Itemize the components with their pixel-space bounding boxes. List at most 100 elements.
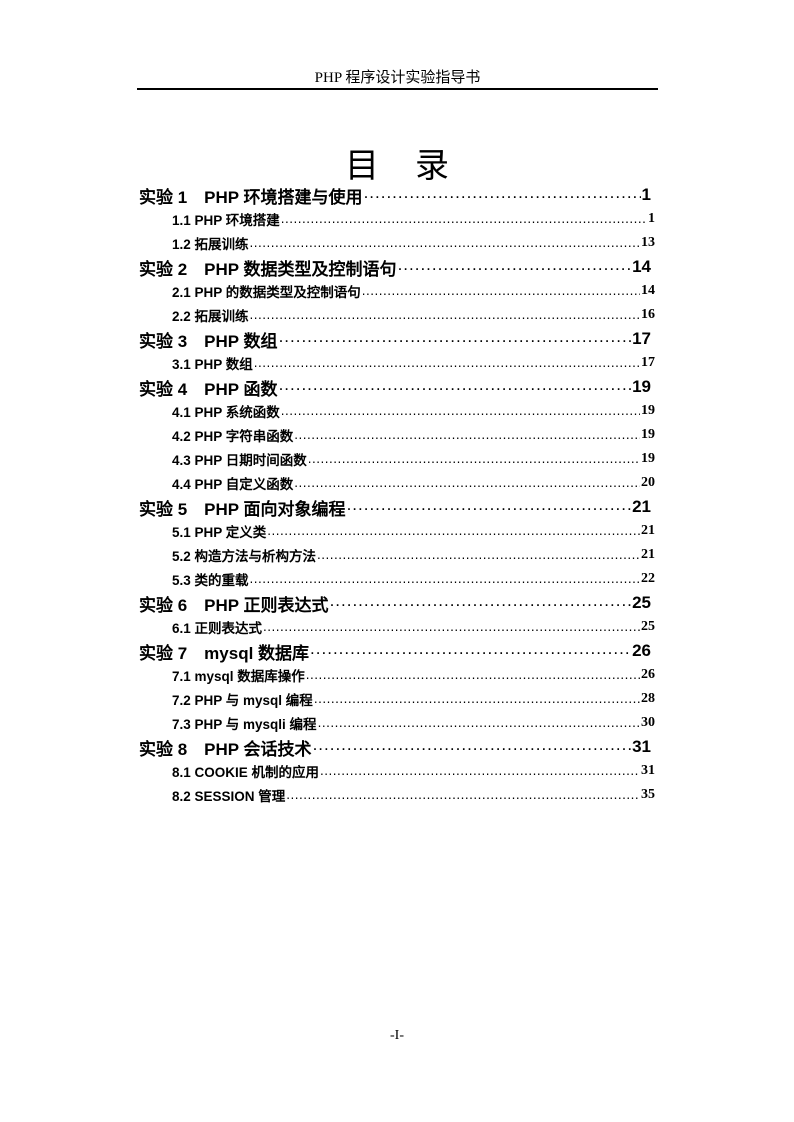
toc-entry-label: 4.3 PHP 日期时间函数 — [172, 453, 307, 468]
dot-leader — [308, 447, 640, 471]
toc-entry-label: 8.1 COOKIE 机制的应用 — [172, 765, 320, 780]
toc-entry-label: 2.1 PHP 的数据类型及控制语句 — [172, 285, 361, 300]
dot-leader — [314, 687, 640, 711]
toc-section-entry[interactable]: 2.1 PHP 的数据类型及控制语句 14 — [172, 279, 655, 303]
header-rule — [137, 88, 658, 90]
dot-leader — [281, 207, 647, 231]
page-title: 目录 — [0, 138, 794, 187]
toc-entry-label: 4.2 PHP 字符串函数 — [172, 429, 294, 444]
dot-leader — [250, 303, 640, 327]
toc-entry-label: 5.2 构造方法与析构方法 — [172, 549, 317, 564]
dot-leader — [347, 495, 632, 519]
toc-section-entry[interactable]: 1.1 PHP 环境搭建 1 — [172, 207, 655, 231]
toc-page-number: 26 — [632, 641, 651, 660]
dot-leader — [294, 423, 640, 447]
toc-section-entry[interactable]: 1.2 拓展训练 13 — [172, 231, 655, 255]
page-number-footer: -I- — [390, 1028, 404, 1043]
dot-leader — [281, 399, 640, 423]
toc-section-entry[interactable]: 2.2 拓展训练 16 — [172, 303, 655, 327]
toc-page-number: 19 — [641, 427, 655, 442]
toc-page-number: 30 — [641, 715, 655, 730]
toc-section-entry[interactable]: 4.2 PHP 字符串函数 19 — [172, 423, 655, 447]
toc-page-number: 21 — [632, 497, 651, 516]
toc-page-number: 19 — [632, 377, 651, 396]
toc-section-entry[interactable]: 4.1 PHP 系统函数 19 — [172, 399, 655, 423]
toc-chapter-entry[interactable]: 实验 4 PHP 函数 19 — [139, 375, 651, 399]
toc-page-number: 25 — [641, 619, 655, 634]
dot-leader — [286, 783, 640, 807]
toc-section-entry[interactable]: 7.1 mysql 数据库操作 26 — [172, 663, 655, 687]
toc-page-number: 21 — [641, 523, 655, 538]
toc-entry-label: 7.2 PHP 与 mysql 编程 — [172, 693, 313, 708]
toc-page-number: 22 — [641, 571, 655, 586]
dot-leader — [254, 351, 640, 375]
toc-entry-label: 1.2 拓展训练 — [172, 237, 249, 252]
running-header: PHP 程序设计实验指导书 — [314, 70, 481, 86]
toc-page-number: 28 — [641, 691, 655, 706]
toc-section-entry[interactable]: 6.1 正则表达式 25 — [172, 615, 655, 639]
toc-section-entry[interactable]: 4.4 PHP 自定义函数 20 — [172, 471, 655, 495]
dot-leader — [294, 471, 640, 495]
toc-page-number: 17 — [641, 355, 655, 370]
toc-entry-label: 实验 8 PHP 会话技术 — [139, 739, 312, 759]
toc-section-entry[interactable]: 4.3 PHP 日期时间函数 19 — [172, 447, 655, 471]
toc-section-entry[interactable]: 8.2 SESSION 管理 35 — [172, 783, 655, 807]
dot-leader — [398, 255, 632, 279]
toc-chapter-entry[interactable]: 实验 7 mysql 数据库 26 — [139, 639, 651, 663]
toc-section-entry[interactable]: 5.2 构造方法与析构方法 21 — [172, 543, 655, 567]
toc-chapter-entry[interactable]: 实验 3 PHP 数组 17 — [139, 327, 651, 351]
dot-leader — [317, 543, 640, 567]
toc-chapter-entry[interactable]: 实验 6 PHP 正则表达式 25 — [139, 591, 651, 615]
toc-chapter-entry[interactable]: 实验 1 PHP 环境搭建与使用 1 — [139, 183, 651, 207]
toc-page-number: 1 — [641, 185, 651, 204]
toc-page-number: 14 — [632, 257, 651, 276]
dot-leader — [330, 591, 632, 615]
dot-leader — [267, 519, 640, 543]
toc-section-entry[interactable]: 3.1 PHP 数组 17 — [172, 351, 655, 375]
toc-entry-label: 2.2 拓展训练 — [172, 309, 249, 324]
toc-chapter-entry[interactable]: 实验 8 PHP 会话技术 31 — [139, 735, 651, 759]
toc-entry-label: 实验 7 mysql 数据库 — [139, 643, 310, 663]
toc-entry-label: 实验 2 PHP 数据类型及控制语句 — [139, 259, 397, 279]
toc-entry-label: 1.1 PHP 环境搭建 — [172, 213, 280, 228]
dot-leader — [310, 639, 631, 663]
toc-entry-label: 3.1 PHP 数组 — [172, 357, 253, 372]
toc-page-number: 31 — [632, 737, 651, 756]
toc-page-number: 20 — [641, 475, 655, 490]
dot-leader — [313, 735, 632, 759]
toc-section-entry[interactable]: 7.2 PHP 与 mysql 编程 28 — [172, 687, 655, 711]
toc-entry-label: 5.1 PHP 定义类 — [172, 525, 267, 540]
title-char-2: 录 — [415, 146, 449, 186]
toc-entry-label: 实验 3 PHP 数组 — [139, 331, 278, 351]
toc-page-number: 21 — [641, 547, 655, 562]
dot-leader — [250, 567, 640, 591]
dot-leader — [279, 327, 632, 351]
dot-leader — [318, 711, 640, 735]
toc-entry-label: 7.1 mysql 数据库操作 — [172, 669, 305, 684]
title-char-1: 目 — [345, 146, 379, 186]
toc-page-number: 35 — [641, 787, 655, 802]
table-of-contents: 实验 1 PHP 环境搭建与使用 1 1.1 PHP 环境搭建 1 1.2 拓展训练 13… — [0, 183, 794, 807]
toc-page-number: 16 — [641, 307, 655, 322]
toc-page-number: 25 — [632, 593, 651, 612]
toc-page-number: 31 — [641, 763, 655, 778]
toc-entry-label: 5.3 类的重载 — [172, 573, 249, 588]
toc-page-number: 13 — [641, 235, 655, 250]
toc-page-number: 26 — [641, 667, 655, 682]
toc-entry-label: 4.1 PHP 系统函数 — [172, 405, 280, 420]
toc-page-number: 19 — [641, 451, 655, 466]
toc-entry-label: 7.3 PHP 与 mysqli 编程 — [172, 717, 317, 732]
toc-chapter-entry[interactable]: 实验 2 PHP 数据类型及控制语句 14 — [139, 255, 651, 279]
dot-leader — [263, 615, 640, 639]
toc-section-entry[interactable]: 5.1 PHP 定义类 21 — [172, 519, 655, 543]
toc-chapter-entry[interactable]: 实验 5 PHP 面向对象编程 21 — [139, 495, 651, 519]
toc-section-entry[interactable]: 8.1 COOKIE 机制的应用 31 — [172, 759, 655, 783]
toc-section-entry[interactable]: 7.3 PHP 与 mysqli 编程 30 — [172, 711, 655, 735]
dot-leader — [320, 759, 640, 783]
toc-entry-label: 实验 1 PHP 环境搭建与使用 — [139, 187, 363, 207]
toc-section-entry[interactable]: 5.3 类的重载 22 — [172, 567, 655, 591]
toc-page-number: 1 — [648, 211, 655, 226]
toc-entry-label: 实验 6 PHP 正则表达式 — [139, 595, 329, 615]
toc-page-number: 17 — [632, 329, 651, 348]
toc-page-number: 19 — [641, 403, 655, 418]
